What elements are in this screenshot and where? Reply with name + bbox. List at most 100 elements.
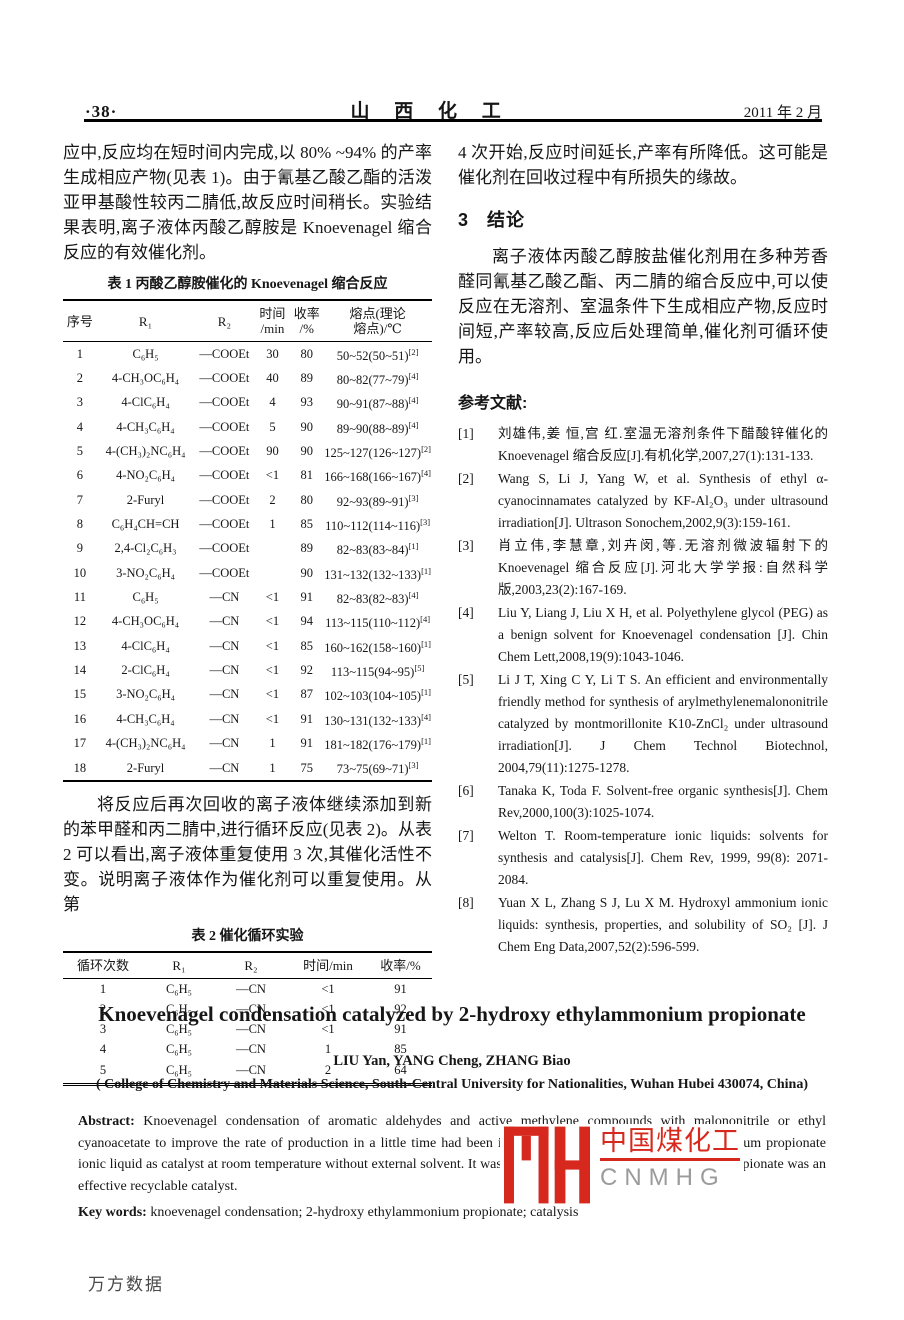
cell-time <box>255 537 291 561</box>
page-header: ·38· 山 西 化 工 2011 年 2 月 <box>85 96 822 123</box>
cell-r1: 4-ClC₆H₄ <box>121 638 170 653</box>
reference-superscript: [4] <box>408 590 419 601</box>
reference-superscript: [2] <box>421 443 431 454</box>
header-rule <box>84 119 822 122</box>
col-header-no: 序号 <box>63 299 97 342</box>
cell-r2: —COOEt <box>199 541 250 556</box>
cell-time <box>255 561 291 585</box>
cell-yield: 89 <box>300 541 314 556</box>
cell-r1: C₆H₅ <box>165 1042 193 1057</box>
cell-r1: C₆H₅ <box>143 1059 215 1086</box>
cell-yield: 90 <box>300 565 314 580</box>
cell-no: 6 <box>76 468 84 483</box>
cell-no: 8 <box>76 517 84 532</box>
cell-yield: 85 <box>300 517 314 532</box>
cell-time: <1 <box>321 1022 335 1037</box>
reference-item: [7] Welton T. Room-temperature ionic liqu… <box>458 825 828 891</box>
cell-time: <1 <box>265 711 280 726</box>
reference-label: [4] <box>458 605 474 620</box>
cell-r2: —CN <box>215 1059 287 1086</box>
cell-melting-point: 131~132(132~133)[1] <box>324 565 431 582</box>
table2-body: 1 C₆H₅ —CN <1 91 2 C₆H₅ —CN <1 92 3 C₆H₅ —CN <1 91 4 C₆H… <box>63 979 432 1086</box>
cell-no: 3 <box>76 395 84 410</box>
reference-superscript: [4] <box>421 468 431 479</box>
reference-text: Wang S, Li J, Yang W, et al. Synthesis o… <box>498 471 828 530</box>
table-row: 2 4-CH₃OC₆H₄ —COOEt 40 89 80~82(77~79)[4] <box>63 366 432 390</box>
cell-yield: 89 <box>300 371 314 386</box>
conclusion-heading-number: 3 <box>458 210 470 230</box>
cell-yield: 92 <box>394 1001 407 1016</box>
cell-no: 16 <box>73 711 87 726</box>
cell-yield: 85 <box>300 638 314 653</box>
abstract-label: Abstract: <box>78 1114 135 1129</box>
col-header-cycle: 循环次数 <box>63 951 143 980</box>
cell-r2: —COOEt <box>199 468 250 483</box>
cell-melting-point: 80~82(77~79)[4] <box>336 370 419 388</box>
cell-r2: —COOEt <box>199 565 250 580</box>
body-paragraph: 应中,反应均在短时间内完成,以 80% ~94% 的产率生成相应产物(见表 1)… <box>63 143 432 262</box>
cell-melting-point: 125~127(126~127)[2] <box>324 443 431 461</box>
cell-melting-point: 89~90(88~89)[4] <box>336 419 419 436</box>
cell-r2: —CN <box>236 1001 266 1016</box>
table-row: 15 3-NO₂C₆H₄ —CN <1 87 102~103(104~105)[1] <box>63 683 432 707</box>
cnmhg-logo-icon <box>504 1126 590 1204</box>
table1-title: 表 1 丙酸乙醇胺催化的 Knoevenagel 缩合反应 <box>107 277 388 292</box>
cell-time: 2 <box>287 1059 369 1086</box>
cell-time: <1 <box>321 981 335 996</box>
reference-superscript: [4] <box>421 711 431 722</box>
english-title: Knoevenagel condensation catalyzed by 2-… <box>98 1002 806 1026</box>
conclusion-heading: 3 结论 <box>458 206 828 232</box>
cell-r2: —COOEt <box>199 444 250 459</box>
cell-cycle: 4 <box>99 1042 107 1057</box>
col-header-mp: 熔点(理论 熔点)/℃ <box>323 299 432 342</box>
reference-label: [3] <box>458 538 474 553</box>
cell-yield: 80 <box>300 492 314 507</box>
table1-head: 序号 R₁ R₂ 时间 /min 收率 /% 熔点(理论 熔点)/℃ <box>63 299 432 342</box>
table-row: 8 C₆H₄CH=CH —COOEt 1 85 110~112(114~116)[3] <box>63 512 432 536</box>
cell-no: 12 <box>73 614 87 629</box>
cell-no: 17 <box>73 736 87 751</box>
references-heading: 参考文献: <box>458 395 528 412</box>
cell-melting-point: 181~182(176~179)[1] <box>324 736 431 753</box>
cell-r1: 2-Furyl <box>96 755 195 783</box>
cell-r2: —COOEt <box>199 517 250 532</box>
reference-text: Li J T, Xing C Y, Li T S. An efficient a… <box>498 672 828 775</box>
table-row: 16 4-CH₃C₆H₄ —CN <1 91 130~131(132~133)[4] <box>63 707 432 731</box>
cell-melting-point: 50~52(50~51)[2] <box>336 346 419 363</box>
table2-recycle-experiment: 循环次数 R₁ R₂ 时间/min 收率/% 1 C₆H₅ —CN <1 91 2 C₆H₅… <box>63 951 432 1086</box>
cell-r2: —COOEt <box>199 419 250 434</box>
cell-r1: 4-CH₃C₆H₄ <box>116 711 175 726</box>
table-row: 3 4-ClC₆H₄ —COOEt 4 93 90~91(87~88)[4] <box>63 391 432 415</box>
cell-time: 5 <box>269 419 276 434</box>
col-header-time: 时间 /min <box>254 299 291 342</box>
cell-melting-point: 73~75(69~71)[3] <box>323 755 432 783</box>
cell-no: 7 <box>76 492 84 507</box>
conclusion-heading-text: 结论 <box>487 210 526 230</box>
table-row: 4 4-CH₃C₆H₄ —COOEt 5 90 89~90(88~89)[4] <box>63 415 432 439</box>
cell-yield: 91 <box>394 981 407 996</box>
col-header-time: 时间/min <box>287 951 369 980</box>
cell-time: <1 <box>265 663 280 678</box>
cell-melting-point: 166~168(166~167)[4] <box>324 468 431 485</box>
cell-time: <1 <box>265 590 280 605</box>
cell-r1: C₆H₅ <box>165 981 193 996</box>
cell-r1: C₆H₅ <box>165 1022 193 1037</box>
cell-yield: 92 <box>300 663 314 678</box>
cell-yield: 64 <box>369 1059 432 1086</box>
cell-r2: —CN <box>209 687 240 702</box>
reference-text: Liu Y, Liang J, Liu X H, et al. Polyethy… <box>498 605 828 664</box>
cell-time: 40 <box>266 371 279 386</box>
reference-superscript: [4] <box>408 419 419 430</box>
table-row: 18 2-Furyl —CN 1 75 73~75(69~71)[3] <box>63 755 432 783</box>
reference-label: [7] <box>458 828 474 843</box>
cell-no: 11 <box>73 590 86 605</box>
cell-r1: C₆H₅ <box>132 590 159 605</box>
col-header-r1: R₁ <box>143 951 215 980</box>
left-column: 应中,反应均在短时间内完成,以 80% ~94% 的产率生成相应产物(见表 1)… <box>63 140 432 1086</box>
reference-superscript: [3] <box>408 760 419 771</box>
table-row: 3 C₆H₅ —CN <1 91 <box>63 1020 432 1040</box>
cell-no: 9 <box>76 541 84 556</box>
reference-item: [1] 刘雄伟,姜 恒,宫 红.室温无溶剂条件下醋酸锌催化的 Knoevenage… <box>458 423 828 467</box>
reference-superscript: [4] <box>408 395 419 406</box>
cell-no: 5 <box>76 444 84 459</box>
